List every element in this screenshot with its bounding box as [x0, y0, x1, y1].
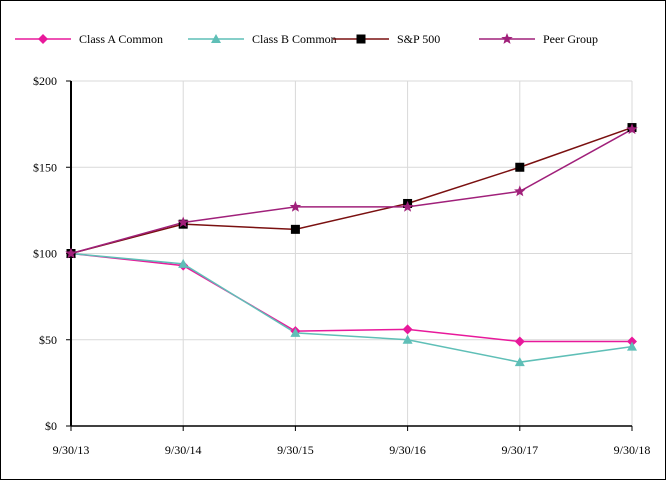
data-point-peer-group — [401, 200, 414, 212]
x-tick-label: 9/30/18 — [614, 443, 651, 457]
data-point-class-b-common — [290, 327, 301, 337]
legend-item-s-p-500: S&P 500 — [333, 32, 440, 46]
data-point-peer-group — [289, 200, 302, 212]
legend-label: Class B Common — [252, 32, 337, 46]
legend-marker-class-b-common — [211, 34, 221, 43]
x-tick-label: 9/30/14 — [165, 443, 202, 457]
data-point-peer-group — [626, 123, 638, 135]
series-line-class-b-common — [70, 252, 633, 363]
y-tick-labels: $0 $50 $100 $150 $200 — [33, 74, 57, 433]
data-point-class-a-common — [627, 336, 637, 347]
series-line-s-p-500 — [70, 126, 633, 255]
legend-label: Peer Group — [543, 32, 598, 46]
x-tick-label: 9/30/15 — [277, 443, 314, 457]
legend-item-class-a-common: Class A Common — [15, 32, 163, 46]
series-lines — [70, 126, 633, 363]
legend-marker-s-p-500 — [356, 34, 366, 44]
data-point-class-b-common — [178, 258, 189, 268]
data-point-peer-group — [177, 216, 189, 228]
data-point-s-p-500 — [515, 162, 525, 172]
data-point-peer-group — [65, 247, 77, 259]
y-tick-label: $50 — [39, 333, 57, 347]
legend-item-class-b-common: Class B Common — [188, 32, 337, 46]
data-point-class-a-common — [402, 324, 413, 335]
y-tick-label: $200 — [33, 74, 57, 88]
series-markers — [65, 123, 638, 367]
legend: Class A Common Class B Common S&P 500 Peer … — [15, 32, 598, 46]
data-point-class-b-common — [514, 357, 525, 367]
legend-marker-peer-group — [501, 33, 513, 44]
legend-label: S&P 500 — [397, 32, 440, 46]
y-tick-label: $150 — [33, 160, 57, 174]
x-tick-label: 9/30/17 — [501, 443, 538, 457]
legend-item-peer-group: Peer Group — [479, 32, 598, 46]
legend-label: Class A Common — [79, 32, 163, 46]
data-point-class-b-common — [402, 334, 413, 344]
data-point-class-a-common — [514, 336, 525, 347]
x-tick-label: 9/30/13 — [53, 443, 90, 457]
gridlines — [71, 80, 633, 427]
series-line-peer-group — [70, 128, 633, 255]
axes — [66, 80, 633, 431]
series-line-class-a-common — [70, 252, 632, 343]
data-point-class-b-common — [627, 341, 637, 351]
y-tick-label: $0 — [45, 419, 57, 433]
x-tick-labels: 9/30/13 9/30/14 9/30/15 9/30/16 9/30/17 9/30/… — [53, 443, 651, 457]
legend-marker-class-a-common — [38, 34, 48, 44]
y-tick-label: $100 — [33, 247, 57, 261]
x-tick-label: 9/30/16 — [389, 443, 426, 457]
data-point-s-p-500 — [290, 224, 300, 234]
data-point-peer-group — [514, 185, 526, 197]
